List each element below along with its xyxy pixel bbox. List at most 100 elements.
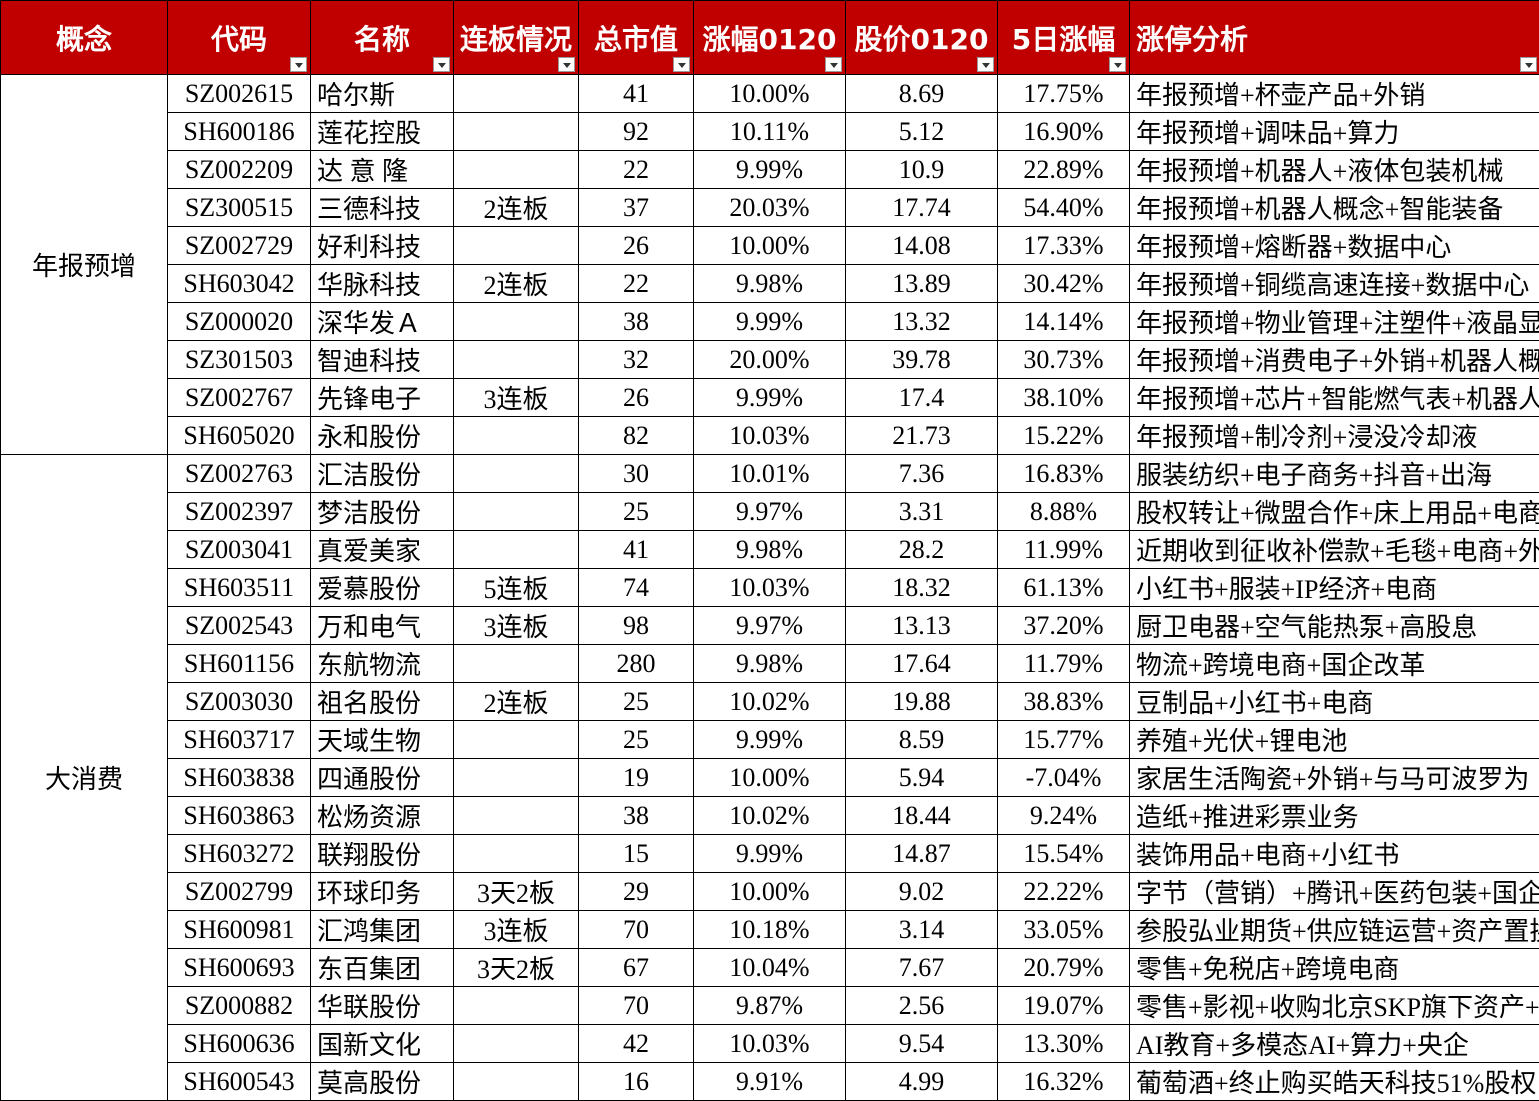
cell: 8.69	[846, 75, 998, 113]
cell: 汇洁股份	[311, 455, 454, 493]
header-cell: 涨幅0120	[694, 1, 846, 75]
cell	[454, 797, 579, 835]
concept-cell: 大消费	[1, 455, 168, 1101]
cell: 70	[579, 911, 694, 949]
cell: 9.99%	[694, 835, 846, 873]
cell: 21.73	[846, 417, 998, 455]
cell: 42	[579, 1025, 694, 1063]
cell: 25	[579, 683, 694, 721]
cell: 38	[579, 303, 694, 341]
cell: SZ002615	[168, 75, 311, 113]
cell: 10.11%	[694, 113, 846, 151]
cell: 联翔股份	[311, 835, 454, 873]
cell: 年报预增+铜缆高速连接+数据中心	[1130, 265, 1539, 303]
cell	[454, 455, 579, 493]
cell: 3.14	[846, 911, 998, 949]
cell: 零售+免税店+跨境电商	[1130, 949, 1539, 987]
cell: 装饰用品+电商+小红书	[1130, 835, 1539, 873]
cell: 9.99%	[694, 303, 846, 341]
cell: 10.03%	[694, 1025, 846, 1063]
cell: 股权转让+微盟合作+床上用品+电商	[1130, 493, 1539, 531]
cell: 厨卫电器+空气能热泵+高股息	[1130, 607, 1539, 645]
cell: 9.98%	[694, 531, 846, 569]
cell: 4.99	[846, 1063, 998, 1101]
cell: SH600636	[168, 1025, 311, 1063]
cell: 5.12	[846, 113, 998, 151]
header-cell: 5日涨幅	[998, 1, 1130, 75]
cell: 年报预增+杯壶产品+外销	[1130, 75, 1539, 113]
cell: 年报预增+芯片+智能燃气表+机器人	[1130, 379, 1539, 417]
cell: 近期收到征收补偿款+毛毯+电商+外销	[1130, 531, 1539, 569]
cell: 61.13%	[998, 569, 1130, 607]
filter-button[interactable]	[290, 57, 307, 72]
cell: 家居生活陶瓷+外销+与马可波罗为	[1130, 759, 1539, 797]
filter-button[interactable]	[1109, 57, 1126, 72]
cell: 年报预增+调味品+算力	[1130, 113, 1539, 151]
cell: 38.10%	[998, 379, 1130, 417]
cell: 25	[579, 721, 694, 759]
cell: 30.73%	[998, 341, 1130, 379]
cell: 年报预增+机器人+液体包装机械	[1130, 151, 1539, 189]
cell: 7.67	[846, 949, 998, 987]
cell: 16	[579, 1063, 694, 1101]
cell: SH603042	[168, 265, 311, 303]
cell: 10.00%	[694, 759, 846, 797]
cell: 19.07%	[998, 987, 1130, 1025]
cell: 9.54	[846, 1025, 998, 1063]
cell: 东航物流	[311, 645, 454, 683]
cell: 哈尔斯	[311, 75, 454, 113]
cell: 17.33%	[998, 227, 1130, 265]
cell: 字节（营销）+腾讯+医药包装+国企	[1130, 873, 1539, 911]
filter-button[interactable]	[825, 57, 842, 72]
cell: SZ002763	[168, 455, 311, 493]
cell: 15.22%	[998, 417, 1130, 455]
cell: 17.74	[846, 189, 998, 227]
filter-button[interactable]	[433, 57, 450, 72]
cell	[454, 531, 579, 569]
filter-button[interactable]	[558, 57, 575, 72]
cell: 2连板	[454, 189, 579, 227]
cell: SZ002799	[168, 873, 311, 911]
cell: 22.22%	[998, 873, 1130, 911]
cell: SZ000020	[168, 303, 311, 341]
cell: 2连板	[454, 683, 579, 721]
filter-button[interactable]	[1520, 57, 1537, 72]
cell: 16.32%	[998, 1063, 1130, 1101]
cell: SH600693	[168, 949, 311, 987]
cell: 16.83%	[998, 455, 1130, 493]
cell: 松炀资源	[311, 797, 454, 835]
cell: 13.13	[846, 607, 998, 645]
filter-button[interactable]	[977, 57, 994, 72]
cell: 41	[579, 531, 694, 569]
cell: 7.36	[846, 455, 998, 493]
cell: 22	[579, 265, 694, 303]
cell: 真爱美家	[311, 531, 454, 569]
cell: 74	[579, 569, 694, 607]
cell	[454, 303, 579, 341]
cell: SH601156	[168, 645, 311, 683]
cell: SZ003041	[168, 531, 311, 569]
filter-button[interactable]	[673, 57, 690, 72]
cell: 26	[579, 379, 694, 417]
cell: 10.02%	[694, 797, 846, 835]
cell: 莫高股份	[311, 1063, 454, 1101]
cell: 10.00%	[694, 873, 846, 911]
cell: 82	[579, 417, 694, 455]
cell: 20.79%	[998, 949, 1130, 987]
cell: 39.78	[846, 341, 998, 379]
cell: 10.03%	[694, 569, 846, 607]
cell: 9.02	[846, 873, 998, 911]
cell: 智迪科技	[311, 341, 454, 379]
cell: 11.79%	[998, 645, 1130, 683]
cell: 20.00%	[694, 341, 846, 379]
